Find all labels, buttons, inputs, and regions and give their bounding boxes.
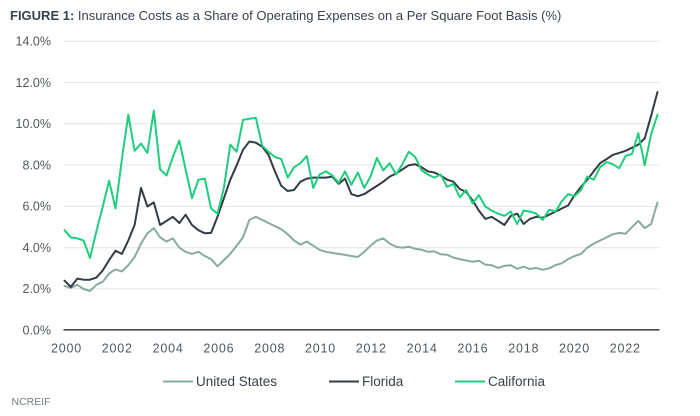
svg-text:2004: 2004 xyxy=(153,342,184,356)
svg-text:12.0%: 12.0% xyxy=(16,76,51,90)
svg-text:2022: 2022 xyxy=(610,342,641,356)
svg-text:California: California xyxy=(488,374,546,389)
svg-text:6.0%: 6.0% xyxy=(23,200,52,214)
svg-text:10.0%: 10.0% xyxy=(16,117,51,131)
svg-text:United States: United States xyxy=(196,374,277,389)
svg-text:8.0%: 8.0% xyxy=(23,158,52,172)
svg-text:FIGURE 1: Insurance Costs as a: FIGURE 1: Insurance Costs as a Share of … xyxy=(10,8,561,23)
svg-text:2016: 2016 xyxy=(457,342,488,356)
svg-text:NCREIF: NCREIF xyxy=(12,396,51,408)
svg-text:2008: 2008 xyxy=(254,342,285,356)
svg-text:2010: 2010 xyxy=(305,342,336,356)
svg-text:4.0%: 4.0% xyxy=(23,241,52,255)
svg-text:2.0%: 2.0% xyxy=(23,282,52,296)
svg-text:0.0%: 0.0% xyxy=(23,323,52,337)
svg-text:2002: 2002 xyxy=(102,342,133,356)
svg-text:Florida: Florida xyxy=(362,374,404,389)
svg-text:2000: 2000 xyxy=(51,342,82,356)
svg-text:2012: 2012 xyxy=(356,342,387,356)
svg-text:2006: 2006 xyxy=(203,342,234,356)
svg-text:2014: 2014 xyxy=(407,342,438,356)
svg-text:2020: 2020 xyxy=(559,342,590,356)
svg-text:2018: 2018 xyxy=(508,342,539,356)
svg-text:14.0%: 14.0% xyxy=(16,35,51,49)
